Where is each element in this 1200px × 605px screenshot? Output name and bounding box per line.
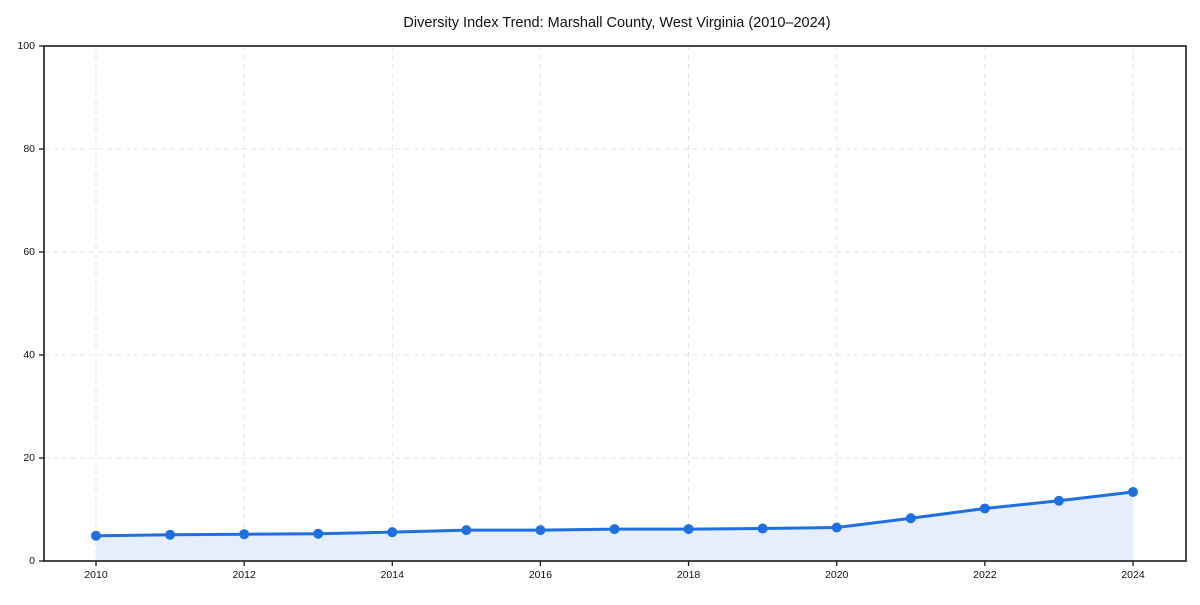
x-axis-tick-label: 2020 [825, 569, 849, 581]
data-point-marker [831, 522, 842, 533]
x-axis-tick-label: 2018 [677, 569, 701, 581]
data-point-marker [609, 524, 620, 535]
y-axis-tick-label: 60 [23, 246, 35, 258]
data-point-marker [165, 529, 176, 540]
data-point-marker [313, 528, 324, 539]
y-axis-tick-label: 0 [29, 555, 35, 567]
chart-title: Diversity Index Trend: Marshall County, … [403, 15, 830, 31]
data-point-marker [387, 527, 398, 538]
x-axis-tick-label: 2012 [232, 569, 256, 581]
data-point-marker [757, 523, 768, 534]
x-axis-tick-label: 2016 [529, 569, 553, 581]
data-point-marker [683, 524, 694, 535]
data-point-marker [461, 525, 472, 536]
y-axis-tick-label: 20 [23, 452, 35, 464]
x-axis-tick-label: 2010 [84, 569, 108, 581]
data-point-marker [239, 529, 250, 540]
y-axis-tick-label: 80 [23, 143, 35, 155]
data-point-marker [1053, 495, 1064, 506]
area-fill [96, 491, 1133, 561]
data-point-markers-layer [91, 486, 1138, 541]
x-axis-tick-label: 2014 [381, 569, 405, 581]
y-axis-tick-label: 100 [17, 40, 35, 52]
plot-border [43, 45, 1187, 562]
axes-layer: 2010 2012 2014 2016 2018 2020 2022 2024 0 20 40 60 8… [17, 40, 1187, 581]
data-point-marker [535, 525, 546, 536]
y-axis-tick-label: 40 [23, 349, 35, 361]
data-point-marker [979, 503, 990, 514]
data-point-marker [905, 513, 916, 524]
area-fill-layer [96, 491, 1133, 561]
data-point-marker [1128, 486, 1138, 497]
gridlines-layer [44, 45, 1186, 561]
x-axis-tick-label: 2022 [973, 569, 997, 581]
data-point-marker [91, 530, 101, 541]
x-axis-tick-label: 2024 [1121, 569, 1145, 581]
